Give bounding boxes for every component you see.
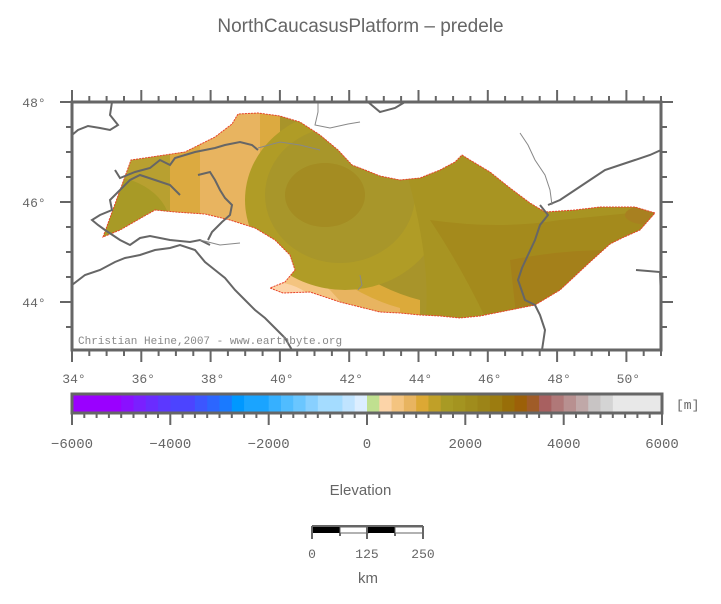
colorbar-tick-label: −2000 (248, 437, 290, 453)
colorbar-swatch (539, 394, 552, 413)
colorbar-swatch (403, 394, 417, 413)
lon-tick-label: 34° (62, 372, 85, 387)
elevation-grid (103, 113, 655, 318)
colorbar-tick-label: 0 (363, 437, 371, 453)
colorbar-swatch (379, 394, 393, 413)
colorbar-swatch (575, 394, 589, 413)
credit-text: Christian Heine,2007 - www.earthbyte.org (78, 336, 342, 348)
colorbar-swatch (342, 394, 356, 413)
colorbar-swatch (182, 394, 196, 413)
colorbar-swatch (514, 394, 528, 413)
colorbar-swatch (96, 394, 110, 413)
lon-tick-label: 44° (409, 372, 432, 387)
colorbar-tick-labels: −6000 −4000 −2000 0 2000 4000 6000 (51, 437, 679, 453)
colorbar-swatch (317, 394, 331, 413)
lon-tick-label: 48° (547, 372, 570, 387)
colorbar-tick-label: 6000 (645, 437, 679, 453)
colorbar-swatch (465, 394, 479, 413)
colorbar-swatch (612, 394, 626, 413)
lon-ticks (71, 90, 662, 362)
colorbar-swatch (440, 394, 454, 413)
lon-tick-label: 36° (132, 372, 155, 387)
colorbar-swatch (158, 394, 171, 413)
scale-label-250: 250 (411, 547, 434, 562)
platform-outline (102, 112, 656, 319)
scale-label-0: 0 (308, 547, 316, 562)
colorbar-swatch (551, 394, 565, 413)
lat-tick-label: 46° (22, 196, 45, 211)
lon-tick-label: 50° (617, 372, 640, 387)
colorbar-swatch (170, 394, 184, 413)
colorbar-swatch (121, 394, 135, 413)
colorbar (72, 394, 663, 413)
lon-tick-label: 40° (270, 372, 293, 387)
colorbar-swatch (330, 394, 344, 413)
colorbar-swatch (600, 394, 614, 413)
colorbar-swatch (231, 394, 245, 413)
colorbar-swatch (526, 394, 540, 413)
lon-tick-label: 42° (339, 372, 362, 387)
colorbar-swatch (108, 394, 122, 413)
colorbar-swatch (256, 394, 270, 413)
scale-unit: km (358, 570, 378, 587)
colorbar-swatch (219, 394, 233, 413)
scale-bar: 0 125 250 (308, 525, 435, 562)
colorbar-swatch (84, 394, 98, 413)
colorbar-swatch (649, 394, 663, 413)
colorbar-label: Elevation (329, 482, 392, 499)
scale-label-125: 125 (355, 547, 378, 562)
colorbar-swatch (280, 394, 294, 413)
lat-ticks (60, 101, 673, 328)
colorbar-tick-label: 2000 (449, 437, 483, 453)
colorbar-swatch (563, 394, 577, 413)
rivers (199, 102, 553, 291)
colorbar-ticks (71, 413, 663, 425)
colorbar-tick-label: 4000 (547, 437, 581, 453)
colorbar-swatch (268, 394, 282, 413)
colorbar-swatch (502, 394, 516, 413)
colorbar-swatch (416, 394, 430, 413)
colorbar-swatch (625, 394, 639, 413)
colorbar-swatch (72, 394, 85, 413)
colorbar-swatch (293, 394, 307, 413)
colorbar-swatch (489, 394, 503, 413)
colorbar-swatch (207, 394, 221, 413)
lon-tick-label: 46° (478, 372, 501, 387)
colorbar-swatch (194, 394, 208, 413)
lat-tick-label: 48° (22, 96, 45, 111)
colorbar-tick-label: −6000 (51, 437, 93, 453)
colorbar-swatch (367, 394, 380, 413)
colorbar-swatch (637, 394, 651, 413)
colorbar-swatch (477, 394, 491, 413)
colorbar-swatch (305, 394, 319, 413)
colorbar-swatch (428, 394, 442, 413)
colorbar-swatch (588, 394, 602, 413)
lat-labels: 48° 46° 44° (22, 96, 45, 311)
lat-tick-label: 44° (22, 296, 45, 311)
colorbar-unit: [m] (676, 398, 699, 413)
colorbar-swatch (354, 394, 368, 413)
lon-labels: 34° 36° 38° 40° 42° 44° 46° 48° 50° (62, 372, 640, 387)
colorbar-swatch (453, 394, 466, 413)
colorbar-tick-label: −4000 (149, 437, 191, 453)
colorbar-swatch (133, 394, 147, 413)
lon-tick-label: 38° (201, 372, 224, 387)
coastlines (72, 102, 661, 350)
colorbar-swatch (244, 394, 257, 413)
colorbar-swatch (145, 394, 159, 413)
map-title: NorthCaucasusPlatform – predele (217, 16, 504, 37)
colorbar-swatch (391, 394, 405, 413)
